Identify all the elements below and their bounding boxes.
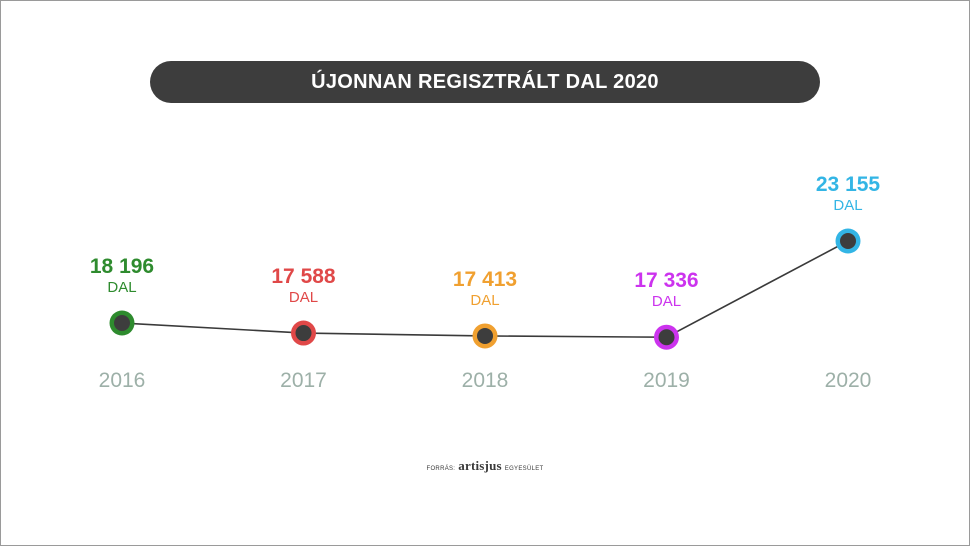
data-point-2016 — [109, 310, 135, 336]
data-point-2019 — [654, 324, 679, 350]
x-tick-label: 2020 — [825, 369, 872, 392]
source-brand-logo: artisjus — [458, 458, 502, 473]
unit-label: DAL — [289, 289, 318, 306]
source-suffix: EGYESÜLET — [504, 466, 544, 472]
data-point-2018 — [472, 323, 498, 349]
data-point-center — [477, 327, 493, 344]
x-tick-label: 2019 — [643, 369, 690, 392]
data-point-2017 — [291, 320, 316, 346]
value-label: 23 155 — [816, 173, 881, 196]
title-banner: ÚJONNAN REGISZTRÁLT DAL 2020 — [150, 61, 820, 103]
unit-label: DAL — [107, 279, 136, 296]
chart-title: ÚJONNAN REGISZTRÁLT DAL 2020 — [311, 70, 659, 93]
value-label: 17 588 — [271, 265, 336, 288]
unit-label: DAL — [833, 197, 862, 214]
source-prefix: FORRÁS: — [426, 466, 456, 472]
value-label: 18 196 — [90, 255, 154, 278]
unit-label: DAL — [652, 293, 681, 310]
value-label: 17 413 — [453, 268, 517, 291]
data-point-2020 — [835, 228, 861, 254]
data-point-center — [658, 329, 675, 346]
data-point-center — [295, 325, 312, 342]
data-point-center — [114, 315, 130, 331]
x-tick-label: 2016 — [99, 369, 146, 392]
x-tick-label: 2018 — [462, 369, 509, 392]
data-point-center — [840, 233, 856, 249]
unit-label: DAL — [470, 292, 499, 309]
source-credit: FORRÁS: artisjus EGYESÜLET — [0, 458, 970, 474]
x-tick-label: 2017 — [280, 369, 327, 392]
value-label: 17 336 — [634, 269, 698, 292]
